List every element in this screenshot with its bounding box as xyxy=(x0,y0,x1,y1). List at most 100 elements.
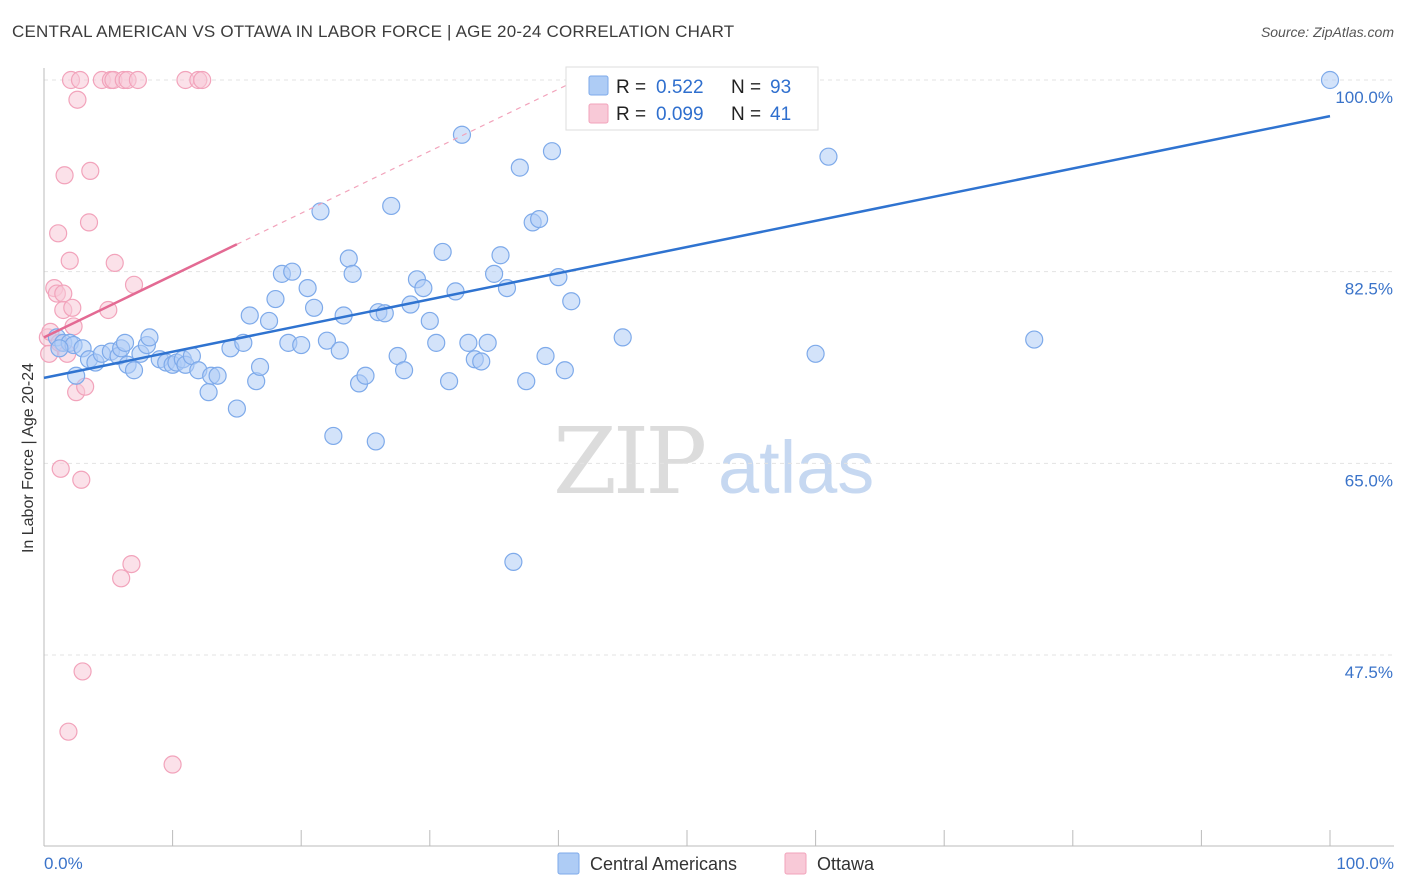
central-americans-point xyxy=(240,306,259,325)
central-americans-point xyxy=(140,328,159,347)
legend-n-label-2: N = xyxy=(731,104,761,125)
central-americans-point xyxy=(227,399,246,418)
central-americans-point xyxy=(806,344,825,363)
central-americans-trend-line xyxy=(43,114,1331,380)
central-americans-point xyxy=(491,246,510,265)
central-americans-point xyxy=(343,264,362,283)
central-americans-point xyxy=(517,372,536,391)
ottawa-point xyxy=(73,662,92,681)
central-americans-point xyxy=(459,333,478,352)
x-axis-ticks xyxy=(172,830,1331,846)
ottawa-points xyxy=(38,70,594,774)
legend-n-value-2: 41 xyxy=(770,104,791,125)
ottawa-point xyxy=(59,722,78,741)
central-americans-point xyxy=(324,426,343,446)
central-americans-point xyxy=(542,142,562,161)
central-americans-point xyxy=(208,366,227,385)
series-swatch-ottawa xyxy=(784,852,807,875)
legend-swatch-pink xyxy=(588,103,609,124)
gridlines xyxy=(44,79,1394,656)
central-americans-point xyxy=(317,331,337,350)
y-axis-title: In Labor Force | Age 20-24 xyxy=(20,363,37,553)
central-americans-point xyxy=(439,372,459,391)
correlation-legend: R = 0.522 N = 93 R = 0.099 N = 41 xyxy=(565,66,819,131)
central-americans-point xyxy=(530,209,549,229)
legend-r-label-1: R = xyxy=(616,77,646,98)
axes xyxy=(43,68,1394,847)
y-tick-label: 65.0% xyxy=(1345,471,1393,490)
ottawa-trend-extension xyxy=(236,76,585,245)
ottawa-point xyxy=(70,70,90,90)
y-tick-label: 47.5% xyxy=(1345,663,1393,682)
central-americans-point xyxy=(1320,70,1340,90)
ottawa-point xyxy=(122,554,141,574)
central-americans-point xyxy=(330,341,349,360)
central-americans-point xyxy=(266,289,285,309)
ottawa-point xyxy=(79,213,99,232)
legend-r-label-2: R = xyxy=(616,104,646,125)
central-americans-point xyxy=(1025,330,1044,349)
central-americans-point xyxy=(819,147,838,166)
ottawa-point xyxy=(193,70,212,90)
watermark-atlas: atlas xyxy=(718,426,874,509)
central-americans-point xyxy=(478,333,497,352)
central-americans-point xyxy=(452,125,472,144)
central-americans-point xyxy=(433,242,452,262)
central-americans-point xyxy=(472,352,491,371)
trend-lines xyxy=(43,76,1331,380)
central-americans-point xyxy=(382,196,401,216)
series-legend: Central Americans Ottawa xyxy=(557,852,875,875)
central-americans-point xyxy=(298,278,317,298)
legend-n-label-1: N = xyxy=(731,77,761,98)
central-americans-point xyxy=(311,202,330,221)
ottawa-point xyxy=(55,166,74,185)
central-americans-point xyxy=(414,278,433,298)
central-americans-point xyxy=(124,361,144,380)
watermark-zip: ZIP xyxy=(553,408,704,515)
y-tick-label: 100.0% xyxy=(1335,88,1393,107)
ottawa-point xyxy=(49,224,68,243)
central-americans-point xyxy=(366,432,385,451)
ottawa-point xyxy=(51,459,70,478)
y-tick-label: 82.5% xyxy=(1345,280,1393,299)
central-americans-point xyxy=(115,333,135,352)
central-americans-point xyxy=(504,552,523,572)
x-tick-label-max: 100.0% xyxy=(1336,854,1394,873)
central-americans-point xyxy=(420,311,439,331)
central-americans-point xyxy=(356,366,375,385)
central-americans-point xyxy=(510,158,529,177)
ottawa-point xyxy=(105,253,124,273)
central-americans-point xyxy=(394,361,414,380)
central-americans-point xyxy=(613,328,632,347)
ottawa-point xyxy=(68,90,87,109)
central-americans-points xyxy=(47,70,1340,572)
series-label-ottawa: Ottawa xyxy=(817,854,875,874)
central-americans-point xyxy=(50,339,69,358)
ottawa-trend-line xyxy=(43,243,238,339)
central-americans-point xyxy=(259,311,279,331)
central-americans-point xyxy=(555,361,574,380)
y-axis-tick-labels: 100.0% 82.5% 65.0% 47.5% xyxy=(1335,88,1393,682)
legend-r-value-1: 0.522 xyxy=(656,77,704,98)
x-tick-label-min: 0.0% xyxy=(44,854,83,873)
ottawa-point xyxy=(60,251,79,270)
legend-r-value-2: 0.099 xyxy=(656,104,704,125)
central-americans-point xyxy=(250,357,270,377)
central-americans-point xyxy=(427,333,446,352)
ottawa-point xyxy=(128,70,147,90)
series-swatch-central-americans xyxy=(557,852,580,875)
ottawa-point xyxy=(163,755,182,774)
legend-n-value-1: 93 xyxy=(770,77,791,98)
central-americans-point xyxy=(562,292,581,311)
ottawa-point xyxy=(63,298,82,317)
central-americans-point xyxy=(283,262,302,281)
source-credit: Source: ZipAtlas.com xyxy=(1260,24,1394,40)
ottawa-point xyxy=(112,569,131,588)
legend-swatch-blue xyxy=(588,75,609,96)
series-label-central-americans: Central Americans xyxy=(590,854,737,874)
central-americans-point xyxy=(199,383,218,402)
central-americans-point xyxy=(536,346,555,366)
central-americans-point xyxy=(339,249,358,268)
ottawa-point xyxy=(81,161,100,181)
